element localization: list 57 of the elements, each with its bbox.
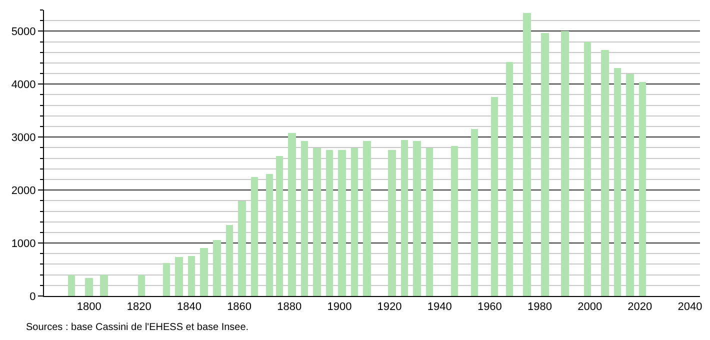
source-note: Sources : base Cassini de l'EHESS et base Insee. xyxy=(26,322,249,333)
bar xyxy=(301,141,308,296)
bar xyxy=(471,129,478,296)
bar xyxy=(85,278,93,296)
bar xyxy=(561,31,569,296)
y-tick-label: 2000 xyxy=(11,184,36,197)
x-tick-label: 1960 xyxy=(477,301,502,314)
bar xyxy=(413,141,421,296)
bar xyxy=(601,50,609,296)
bar xyxy=(188,256,195,296)
bar xyxy=(213,240,221,296)
bar xyxy=(351,148,358,296)
y-tick-label: 5000 xyxy=(11,26,36,38)
bar xyxy=(523,13,531,296)
bar xyxy=(68,275,75,296)
bar xyxy=(313,148,321,296)
x-tick-label: 2020 xyxy=(628,301,652,314)
x-tick-label: 1800 xyxy=(76,301,102,314)
bar xyxy=(614,68,621,296)
x-tick-label: 1880 xyxy=(277,301,302,314)
y-tick-label: 4000 xyxy=(11,79,36,91)
x-tick-label: 1900 xyxy=(327,301,352,314)
bar xyxy=(426,148,433,296)
bar xyxy=(451,146,458,296)
x-tick-label: 2000 xyxy=(578,301,602,314)
bar xyxy=(363,141,371,296)
bar xyxy=(326,150,333,296)
bar xyxy=(138,275,145,296)
bar xyxy=(251,177,258,296)
bar xyxy=(266,174,273,296)
bar xyxy=(200,248,208,296)
x-tick-label: 1840 xyxy=(176,301,202,314)
x-tick-label: 1980 xyxy=(528,301,552,314)
bar xyxy=(584,42,591,296)
bar xyxy=(639,82,646,296)
bar xyxy=(338,150,346,296)
y-tick-label: 1000 xyxy=(11,238,36,250)
bar xyxy=(388,150,396,296)
bar xyxy=(541,33,549,296)
y-tick-label: 0 xyxy=(30,290,36,303)
x-tick-label: 1820 xyxy=(126,301,152,314)
x-tick-label: 2040 xyxy=(678,301,702,314)
x-tick-label: 1860 xyxy=(227,301,252,314)
x-tick-label: 1940 xyxy=(427,301,452,314)
bar xyxy=(491,97,498,296)
bar xyxy=(506,62,513,296)
bar xyxy=(288,133,296,296)
x-tick-label: 1920 xyxy=(377,301,402,314)
bar xyxy=(100,275,108,296)
bar xyxy=(226,225,233,296)
bar xyxy=(238,201,246,296)
bar xyxy=(276,156,283,296)
bar xyxy=(401,140,408,296)
y-tick-label: 3000 xyxy=(11,132,36,144)
bar xyxy=(626,74,634,296)
bar xyxy=(163,263,170,296)
bar xyxy=(175,257,183,296)
